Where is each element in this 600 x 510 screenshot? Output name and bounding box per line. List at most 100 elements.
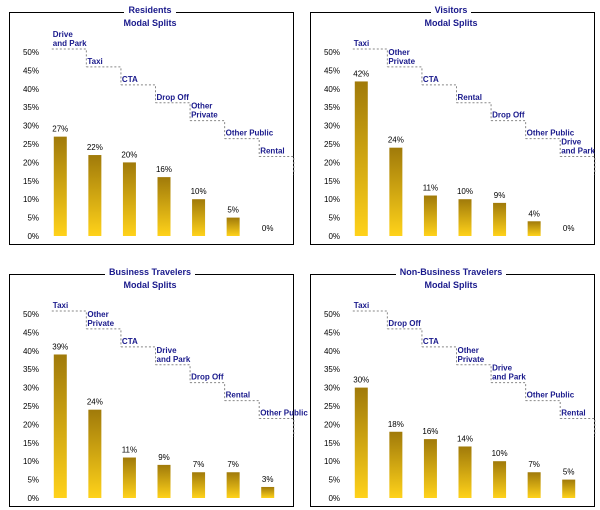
chart-title-line2: Modal Splits	[424, 280, 478, 290]
value-label: 24%	[87, 398, 103, 407]
chart-title-line1: Business Travelers	[104, 267, 196, 277]
value-label: 7%	[193, 460, 205, 469]
value-label: 16%	[156, 165, 172, 174]
visitors-chart: 0% 5% 10% 15% 20% 25% 30% 35% 40% 45% 50% 42% 24% 11%…	[324, 39, 596, 241]
y-tick-label: 40%	[324, 85, 340, 94]
category-label: Taxi	[87, 57, 102, 66]
category-label: Drive	[492, 364, 513, 373]
y-tick-label: 25%	[23, 402, 39, 411]
bar	[527, 472, 541, 498]
y-tick-label: 35%	[23, 103, 39, 112]
value-label: 10%	[492, 449, 508, 458]
step-line	[525, 138, 561, 157]
value-label: 0%	[563, 224, 575, 233]
y-tick-label: 45%	[324, 328, 340, 337]
y-tick-label: 15%	[324, 439, 340, 448]
step-line	[155, 364, 191, 383]
step-line	[387, 328, 423, 347]
value-label: 24%	[388, 136, 404, 145]
step-line	[352, 48, 388, 67]
category-label: CTA	[423, 75, 439, 84]
y-tick-label: 5%	[328, 476, 340, 485]
chart-title: Non-Business Travelers Modal Splits	[306, 262, 596, 290]
residents-chart: 0% 5% 10% 15% 20% 25% 30% 35% 40% 45% 50% 27% 22% 20%…	[23, 30, 295, 241]
category-label: Taxi	[354, 39, 369, 48]
step-line	[352, 310, 388, 329]
y-tick-label: 25%	[324, 140, 340, 149]
y-tick-label: 0%	[328, 494, 340, 503]
y-tick-label: 40%	[23, 347, 39, 356]
category-label: Rental	[260, 147, 284, 156]
step-line	[190, 382, 226, 401]
category-label: Rental	[458, 93, 482, 102]
business-travelers-chart: 0% 5% 10% 15% 20% 25% 30% 35% 40% 45% 50% 39% 24% 11%…	[23, 301, 308, 503]
step-line	[120, 84, 156, 103]
category-label: Other	[458, 346, 479, 355]
category-label: Drop Off	[191, 373, 224, 382]
y-tick-label: 10%	[324, 457, 340, 466]
step-line	[155, 102, 191, 121]
value-label: 18%	[388, 420, 404, 429]
value-label: 3%	[262, 475, 274, 484]
step-line	[86, 66, 122, 85]
y-tick-label: 50%	[324, 310, 340, 319]
bar	[423, 439, 437, 498]
bar	[389, 431, 403, 498]
bar	[493, 461, 507, 498]
value-label: 11%	[122, 446, 137, 455]
bar	[122, 457, 136, 498]
step-line	[560, 418, 596, 437]
bar	[88, 409, 102, 498]
y-tick-label: 30%	[324, 122, 340, 131]
category-label: Taxi	[354, 301, 369, 310]
bar	[493, 202, 507, 236]
step-line	[120, 346, 156, 365]
y-tick-label: 15%	[324, 177, 340, 186]
bar	[562, 479, 576, 498]
category-label: Other Public	[226, 129, 274, 138]
y-tick-label: 5%	[27, 214, 39, 223]
y-tick-label: 10%	[23, 457, 39, 466]
value-label: 22%	[87, 143, 103, 152]
bar	[423, 195, 437, 236]
step-line	[51, 48, 87, 67]
non-business-travelers-panel: Non-Business Travelers Modal Splits 0% 5%…	[306, 262, 596, 507]
step-line	[224, 138, 260, 157]
step-line	[560, 156, 596, 175]
step-line	[421, 84, 457, 103]
step-line	[456, 364, 492, 383]
visitors-panel: Visitors Modal Splits 0% 5% 10% 15% 20% 25% 30…	[306, 0, 596, 245]
value-label: 27%	[52, 125, 68, 134]
y-tick-label: 5%	[27, 476, 39, 485]
value-label: 10%	[457, 187, 473, 196]
category-label: Taxi	[53, 301, 68, 310]
bar	[157, 177, 171, 236]
category-label: CTA	[122, 337, 138, 346]
category-label: Rental	[226, 391, 250, 400]
bar	[157, 464, 171, 498]
y-tick-label: 35%	[324, 103, 340, 112]
chart-title-line2: Modal Splits	[424, 18, 478, 28]
bar	[226, 217, 240, 236]
category-label: and Park	[157, 355, 191, 364]
bar	[261, 486, 275, 498]
category-label: Private	[458, 355, 485, 364]
y-tick-label: 30%	[23, 384, 39, 393]
bar	[458, 446, 472, 498]
category-label: Other Public	[260, 409, 308, 418]
step-line	[456, 102, 492, 121]
category-label: Other	[191, 102, 212, 111]
bar	[122, 162, 136, 236]
category-label: Drive	[53, 30, 74, 39]
chart-title-line2: Modal Splits	[123, 18, 177, 28]
chart-title: Residents Modal Splits	[5, 0, 295, 28]
value-label: 10%	[191, 187, 207, 196]
y-tick-label: 30%	[324, 384, 340, 393]
step-line	[224, 400, 260, 419]
y-tick-label: 10%	[324, 195, 340, 204]
step-line	[525, 400, 561, 419]
bar	[458, 199, 472, 236]
value-label: 9%	[494, 191, 506, 200]
value-label: 0%	[262, 224, 274, 233]
category-label: Other Public	[527, 129, 575, 138]
